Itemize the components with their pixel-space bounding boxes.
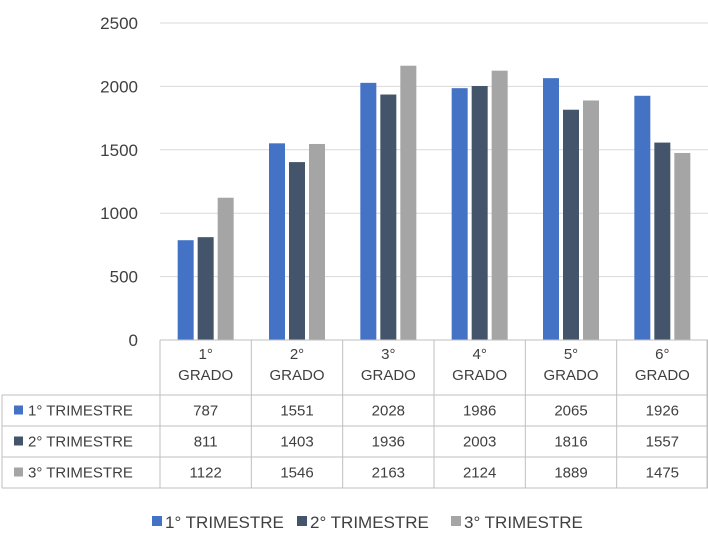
y-tick-label: 2000 <box>100 77 138 96</box>
table-cell-value: 1986 <box>463 403 496 420</box>
legend-swatch <box>451 516 461 526</box>
bar <box>471 86 488 341</box>
bar <box>380 94 397 340</box>
table-cell-value: 1889 <box>554 465 587 482</box>
y-tick-label: 1000 <box>100 204 138 223</box>
bar <box>400 65 417 340</box>
y-tick-label: 0 <box>129 331 138 350</box>
bar <box>177 240 194 340</box>
row-label: 2° TRIMESTRE <box>28 434 133 451</box>
legend-label: 3° TRIMESTRE <box>464 513 583 532</box>
category-label: GRADO <box>543 367 598 384</box>
table-cell-value: 1122 <box>190 465 222 482</box>
table-cell-value: 1936 <box>372 434 405 451</box>
category-label: 2° <box>290 346 304 363</box>
legend-swatch <box>152 516 162 526</box>
bar <box>543 78 559 341</box>
row-legend-key <box>14 467 23 477</box>
table-cell-value: 1551 <box>280 403 313 420</box>
y-tick-label: 500 <box>110 268 138 287</box>
gridlines <box>160 22 708 341</box>
bar <box>360 82 377 340</box>
bars <box>177 65 691 341</box>
bar <box>309 143 325 340</box>
bar <box>197 237 214 340</box>
table-cell-value: 1816 <box>554 434 587 451</box>
bar <box>269 143 285 340</box>
table-cell-value: 2163 <box>372 465 405 482</box>
table-cell-value: 811 <box>194 434 218 451</box>
category-label: 1° <box>198 346 212 363</box>
category-label: GRADO <box>452 367 507 384</box>
bar <box>217 197 234 340</box>
legend-label: 2° TRIMESTRE <box>310 513 429 532</box>
table-cell-value: 2124 <box>463 465 496 482</box>
row-legend-key <box>14 405 23 415</box>
bar <box>674 152 691 340</box>
bar <box>654 142 671 340</box>
category-label: 5° <box>564 346 578 363</box>
category-label: GRADO <box>269 367 324 384</box>
category-label: 3° <box>381 346 395 363</box>
bar <box>491 70 508 340</box>
data-table: 1° GRADO 2° GRADO 3° GRADO 4° GRADO 5° GRADO 6° GRA… <box>1 339 708 489</box>
table-cell-value: 1926 <box>646 403 679 420</box>
y-axis: 0 500 1000 1500 2000 2500 <box>100 14 138 350</box>
legend-swatch <box>297 516 307 526</box>
bar <box>583 100 599 341</box>
bar <box>634 95 651 340</box>
table-cell-value: 2065 <box>554 403 587 420</box>
category-label: 6° <box>655 346 669 363</box>
table-cell-value: 1475 <box>646 465 679 482</box>
y-tick-label: 1500 <box>100 141 138 160</box>
legend-label: 1° TRIMESTRE <box>165 513 284 532</box>
table-cell-value: 2003 <box>463 434 496 451</box>
table-cell-value: 1546 <box>280 465 313 482</box>
row-legend-key <box>14 436 23 446</box>
bar <box>289 162 305 340</box>
category-label: GRADO <box>635 367 690 384</box>
table-cell-value: 787 <box>193 403 218 420</box>
category-label: GRADO <box>178 367 233 384</box>
bar <box>563 109 579 340</box>
table-cell-value: 2028 <box>372 403 405 420</box>
row-label: 3° TRIMESTRE <box>28 465 133 482</box>
y-tick-label: 2500 <box>100 14 138 33</box>
bar <box>451 88 468 340</box>
table-cell-value: 1403 <box>280 434 313 451</box>
legend: 1° TRIMESTRE 2° TRIMESTRE 3° TRIMESTRE <box>152 513 583 532</box>
category-label: 4° <box>472 346 486 363</box>
row-label: 1° TRIMESTRE <box>28 403 133 420</box>
category-label: GRADO <box>361 367 416 384</box>
table-cell-value: 1557 <box>646 434 679 451</box>
